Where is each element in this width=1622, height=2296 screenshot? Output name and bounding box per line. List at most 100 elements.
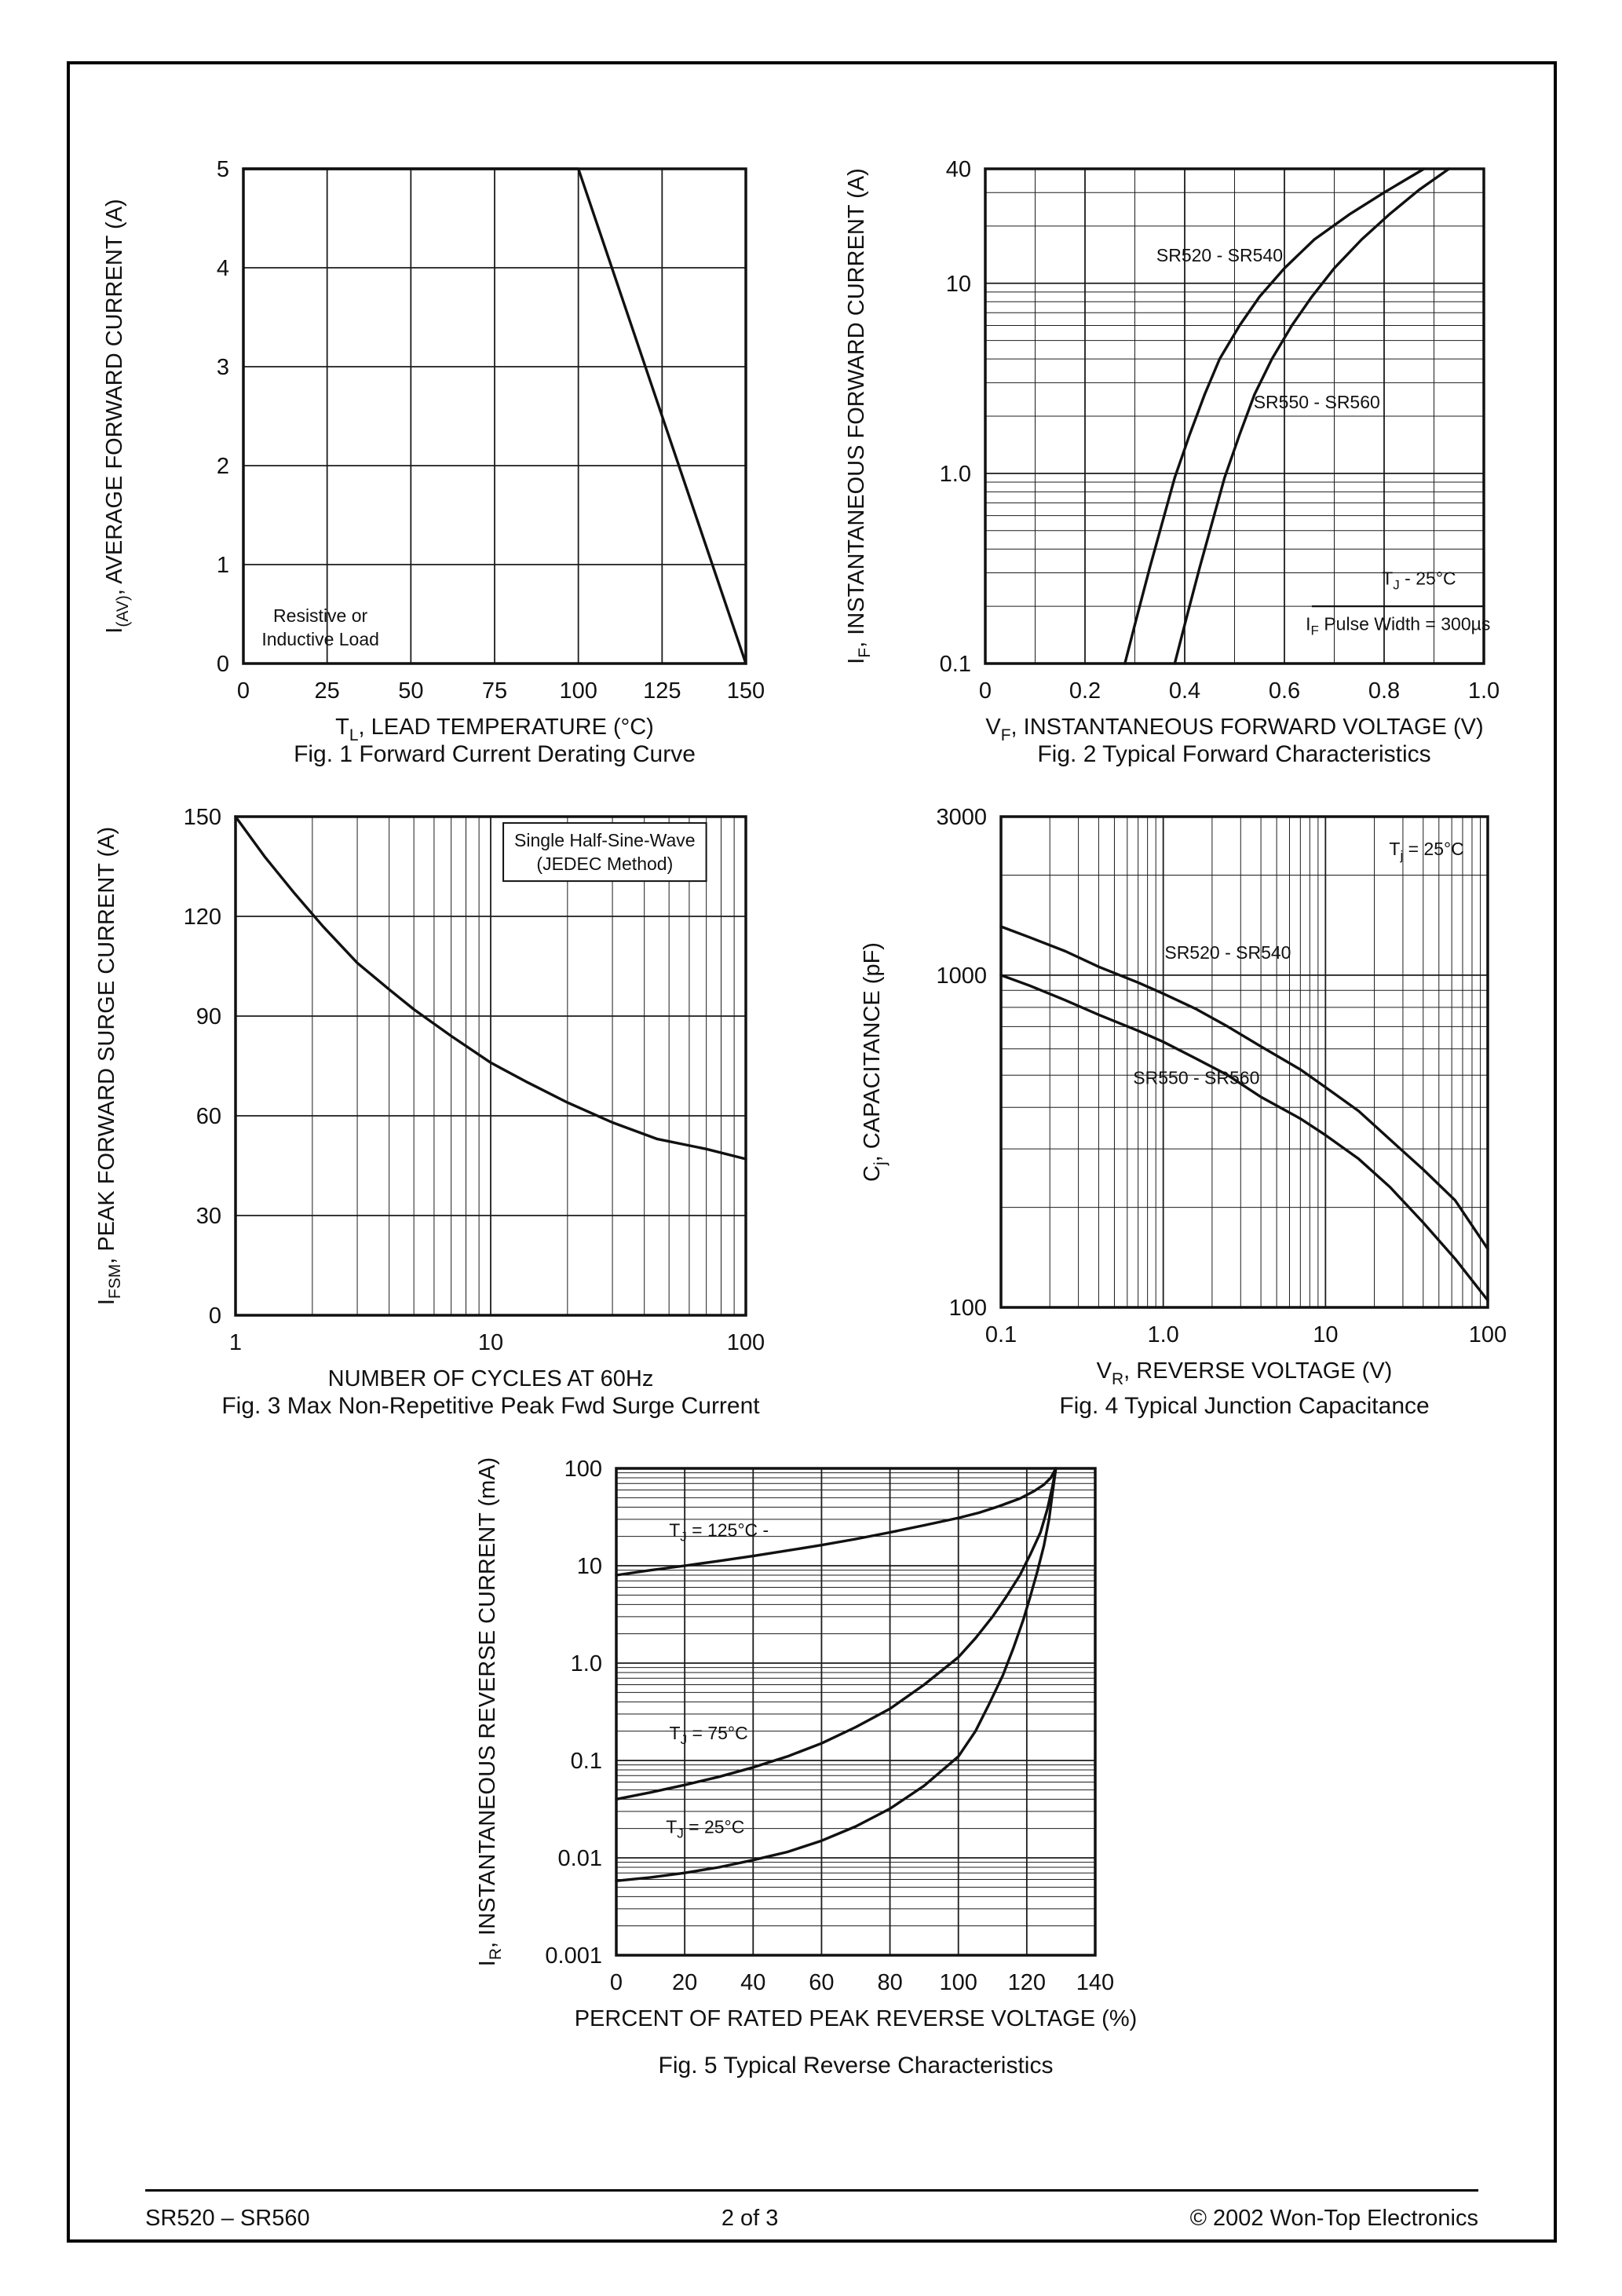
svg-text:100: 100 <box>1469 1322 1507 1347</box>
svg-text:0.4: 0.4 <box>1169 678 1200 704</box>
svg-text:100: 100 <box>559 678 597 704</box>
x-tick-labels: 1 10 100 <box>229 1330 765 1355</box>
curve-tj-25C <box>615 1467 1058 1882</box>
svg-text:Resistive or: Resistive or <box>273 605 367 626</box>
svg-text:60: 60 <box>196 1104 221 1129</box>
svg-text:150: 150 <box>727 678 765 704</box>
gridlines <box>243 168 747 664</box>
curve-surge-current <box>234 815 747 1161</box>
load-note: Resistive or Inductive Load <box>261 605 379 649</box>
label-sr520-sr540: SR520 - SR540 <box>1164 942 1291 963</box>
svg-text:TJ = 125°C -: TJ = 125°C - <box>669 1520 769 1545</box>
svg-text:1000: 1000 <box>936 963 987 989</box>
svg-text:1: 1 <box>229 1330 242 1355</box>
tj75-label: TJ = 75°C <box>670 1723 748 1747</box>
svg-text:100: 100 <box>940 1970 977 1995</box>
fig3-caption: Fig. 3 Max Non-Repetitive Peak Fwd Surge… <box>221 1393 760 1419</box>
tj-note: TJ - 25°C <box>1382 569 1456 593</box>
gridlines <box>616 1468 1096 1956</box>
svg-text:(JEDEC Method): (JEDEC Method) <box>536 854 673 874</box>
svg-text:120: 120 <box>184 905 221 930</box>
fig4-svg: 0.1 1.0 10 100 100 1000 3000 VR, REVERSE VOLTAG… <box>860 805 1507 1388</box>
curve-SR550-SR560 <box>999 974 1489 1302</box>
y-axis-label: I(AV), AVERAGE FORWARD CURRENT (A) <box>102 199 132 633</box>
svg-text:0.1: 0.1 <box>940 652 971 677</box>
label-sr550-sr560: SR550 - SR560 <box>1133 1068 1259 1088</box>
plot-border <box>984 167 1485 665</box>
svg-text:40: 40 <box>946 157 971 182</box>
x-axis-label: VR, REVERSE VOLTAGE (V) <box>1097 1358 1393 1388</box>
svg-text:3: 3 <box>217 355 229 380</box>
curve-SR550-SR560 <box>1173 167 1451 665</box>
page-footer: SR520 – SR560 2 of 3 © 2002 Won-Top Elec… <box>145 2189 1478 2232</box>
svg-text:0.2: 0.2 <box>1069 678 1101 704</box>
svg-text:0.8: 0.8 <box>1368 678 1400 704</box>
x-tick-labels: 0 20 40 60 80 100 120 140 <box>610 1970 1114 1995</box>
x-axis-label: PERCENT OF RATED PEAK REVERSE VOLTAGE (%… <box>575 2006 1138 2031</box>
x-tick-labels: 0.1 1.0 10 100 <box>985 1322 1507 1347</box>
svg-text:TJ - 25°C: TJ - 25°C <box>1382 569 1456 593</box>
x-axis-label: TL, LEAD TEMPERATURE (°C) <box>335 715 654 744</box>
svg-text:4: 4 <box>217 256 229 281</box>
svg-text:0: 0 <box>217 652 229 677</box>
svg-text:10: 10 <box>577 1554 602 1579</box>
svg-text:75: 75 <box>482 678 507 704</box>
svg-text:IF Pulse Width = 300µs: IF Pulse Width = 300µs <box>1306 613 1490 638</box>
svg-text:1.0: 1.0 <box>940 462 971 487</box>
svg-text:0: 0 <box>209 1303 221 1329</box>
y-axis-label: IF, INSTANTANEOUS FORWARD CURRENT (A) <box>844 168 874 664</box>
plot-border <box>234 815 747 1317</box>
svg-text:140: 140 <box>1076 1970 1114 1995</box>
svg-text:60: 60 <box>809 1970 834 1995</box>
tj-note: Tj = 25°C <box>1389 839 1463 863</box>
svg-text:1: 1 <box>217 553 229 578</box>
label-sr520-sr540: SR520 - SR540 <box>1156 245 1283 265</box>
svg-text:10: 10 <box>946 272 971 297</box>
svg-text:1.0: 1.0 <box>571 1651 602 1676</box>
fig5-svg: 0 20 40 60 80 100 120 140 0.001 0.01 0.1 1.0 10 100 PE… <box>475 1457 1138 2031</box>
y-axis-label: IR, INSTANTANEOUS REVERSE CURRENT (mA) <box>475 1457 505 1966</box>
x-tick-labels: 0 0.2 0.4 0.6 0.8 1.0 <box>979 678 1500 704</box>
svg-text:100: 100 <box>949 1296 987 1321</box>
svg-text:SR550 - SR560: SR550 - SR560 <box>1133 1068 1259 1088</box>
svg-text:150: 150 <box>184 805 221 830</box>
svg-text:TJ = 25°C: TJ = 25°C <box>666 1816 744 1841</box>
x-axis-label: VF, INSTANTANEOUS FORWARD VOLTAGE (V) <box>985 715 1483 744</box>
y-tick-labels: 0 1 2 3 4 5 <box>217 157 229 677</box>
fig2-svg: 0 0.2 0.4 0.6 0.8 1.0 0.1 1.0 10 40 VF, INSTANTANE… <box>844 157 1500 744</box>
svg-text:25: 25 <box>315 678 340 704</box>
label-sr550-sr560: SR550 - SR560 <box>1254 392 1380 412</box>
x-axis-label: NUMBER OF CYCLES AT 60Hz <box>328 1366 654 1391</box>
fig3-svg: 1 10 100 0 30 60 90 120 150 NUMBER OF CYCLES AT 6… <box>94 805 765 1391</box>
footer-page-number: 2 of 3 <box>721 2206 779 2231</box>
page-border <box>67 61 1557 2243</box>
curve-SR520-SR540 <box>1123 167 1426 665</box>
gridlines <box>985 168 1485 664</box>
sine-wave-note: Single Half-Sine-Wave (JEDEC Method) <box>502 822 707 883</box>
svg-text:1.0: 1.0 <box>1148 1322 1179 1347</box>
svg-text:1.0: 1.0 <box>1468 678 1500 704</box>
svg-text:100: 100 <box>564 1457 602 1482</box>
plot-border <box>615 1467 1097 1957</box>
y-tick-labels: 100 1000 3000 <box>936 805 987 1321</box>
y-tick-labels: 0.001 0.01 0.1 1.0 10 100 <box>545 1457 602 1969</box>
svg-text:0.1: 0.1 <box>571 1749 602 1774</box>
svg-text:SR520 - SR540: SR520 - SR540 <box>1156 245 1283 265</box>
tj25-label: TJ = 25°C <box>666 1816 744 1841</box>
svg-text:0: 0 <box>979 678 992 704</box>
svg-text:30: 30 <box>196 1204 221 1229</box>
fig1-caption: Fig. 1 Forward Current Derating Curve <box>294 741 696 767</box>
svg-text:0: 0 <box>610 1970 623 1995</box>
fig4-caption: Fig. 4 Typical Junction Capacitance <box>1059 1393 1430 1419</box>
fig5-reverse-characteristics-chart: 0 20 40 60 80 100 120 140 0.001 0.01 0.1 1.0 10 100 PE… <box>440 1421 1146 2057</box>
svg-text:0.6: 0.6 <box>1269 678 1300 704</box>
curve-tj-125C <box>615 1467 1058 1577</box>
svg-text:0.01: 0.01 <box>558 1846 602 1871</box>
svg-text:Single Half-Sine-Wave: Single Half-Sine-Wave <box>514 830 696 850</box>
svg-text:100: 100 <box>727 1330 765 1355</box>
annotation-box <box>502 822 707 883</box>
svg-text:3000: 3000 <box>936 805 987 830</box>
pulse-width-note: IF Pulse Width = 300µs <box>1306 613 1490 638</box>
y-tick-labels: 0 30 60 90 120 150 <box>184 805 221 1329</box>
